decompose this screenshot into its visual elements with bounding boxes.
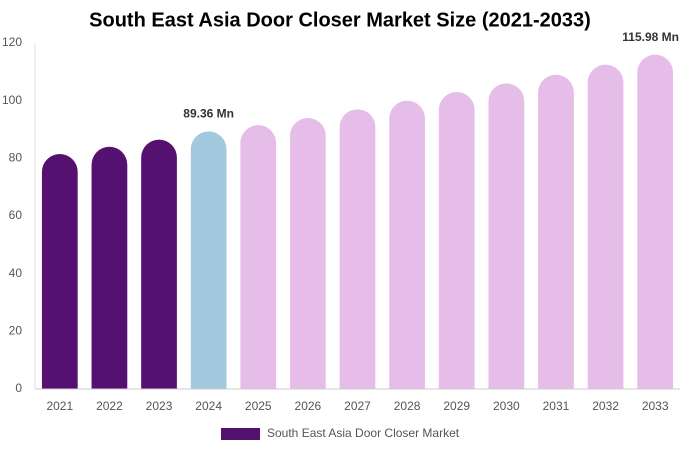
chart-title: South East Asia Door Closer Market Size … <box>89 9 591 31</box>
x-tick-label: 2024 <box>195 399 222 413</box>
x-tick-label: 2026 <box>295 399 322 413</box>
bar <box>438 92 475 389</box>
y-tick-label: 0 <box>15 381 22 395</box>
y-tick-label: 60 <box>9 208 23 222</box>
y-tick-label: 100 <box>2 93 22 107</box>
x-tick-label: 2029 <box>443 399 470 413</box>
bar <box>587 64 624 389</box>
bar <box>190 131 227 389</box>
bar <box>538 74 574 389</box>
x-tick-label: 2028 <box>394 399 421 413</box>
x-tick-label: 2033 <box>642 399 669 413</box>
bar <box>389 100 425 390</box>
bar <box>240 125 277 389</box>
legend-swatch <box>221 428 260 440</box>
x-tick-label: 2021 <box>46 399 73 413</box>
y-tick-label: 120 <box>2 35 22 49</box>
legend-label: South East Asia Door Closer Market <box>267 426 460 440</box>
x-tick-label: 2025 <box>245 399 272 413</box>
value-label: 115.98 Mn <box>622 30 679 44</box>
value-label: 89.36 Mn <box>183 107 234 121</box>
x-tick-label: 2032 <box>592 399 619 413</box>
bar <box>637 54 674 389</box>
x-tick-label: 2030 <box>493 399 520 413</box>
bar <box>488 83 525 389</box>
y-tick-label: 20 <box>9 324 23 338</box>
x-tick-label: 2027 <box>344 399 371 413</box>
x-tick-label: 2031 <box>543 399 570 413</box>
y-tick-label: 40 <box>9 266 23 280</box>
x-tick-label: 2023 <box>146 399 173 413</box>
x-tick-label: 2022 <box>96 399 123 413</box>
bar <box>91 146 128 389</box>
bar <box>290 117 326 389</box>
bar <box>141 139 177 389</box>
y-tick-label: 80 <box>9 151 23 165</box>
bar <box>41 154 78 389</box>
bar <box>339 109 376 390</box>
